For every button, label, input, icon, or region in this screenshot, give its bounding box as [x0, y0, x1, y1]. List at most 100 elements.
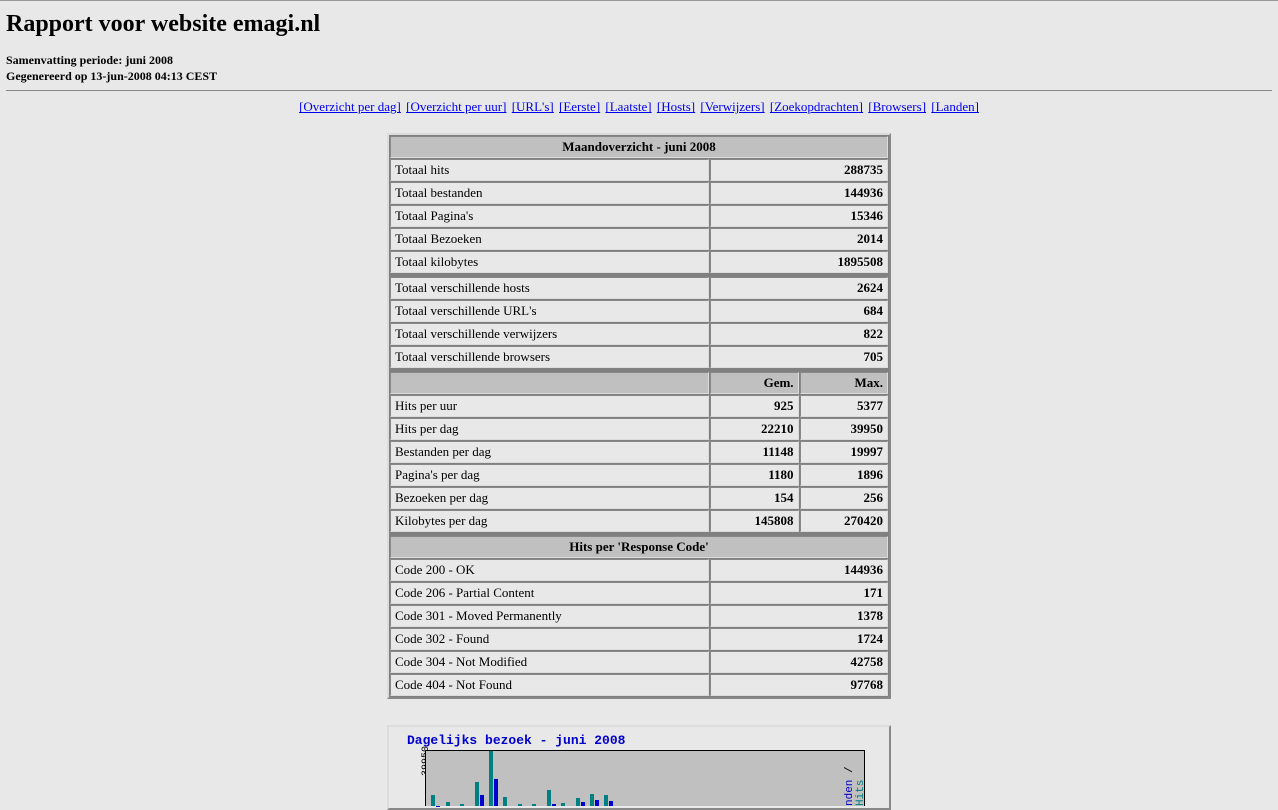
row-label: Totaal verschillende URL's [390, 300, 709, 322]
table-row: Totaal Bezoeken2014 [390, 228, 888, 250]
chart-day [603, 751, 614, 806]
table-row: Totaal verschillende browsers705 [390, 346, 888, 368]
bar-hits [518, 804, 522, 807]
table-row: Code 302 - Found1724 [390, 628, 888, 650]
row-max: 1896 [800, 464, 888, 486]
bar-hits [446, 802, 450, 806]
row-value: 1378 [710, 605, 888, 627]
row-label: Kilobytes per dag [390, 510, 709, 532]
chart-day [517, 751, 528, 806]
chart-day [502, 751, 513, 806]
chart-day [805, 751, 816, 806]
chart-day [675, 751, 686, 806]
row-avg: 925 [710, 395, 798, 417]
chart-day [459, 751, 470, 806]
bar-hits [431, 795, 435, 806]
chart-day [748, 751, 759, 806]
row-value: 15346 [710, 205, 888, 227]
nav-link[interactable]: [Verwijzers] [700, 99, 764, 114]
row-label: Totaal Bezoeken [390, 228, 709, 250]
chart-day [618, 751, 629, 806]
row-label: Code 301 - Moved Permanently [390, 605, 709, 627]
row-label: Totaal hits [390, 159, 709, 181]
row-value: 1895508 [710, 251, 888, 273]
month-summary-table: Maandoverzicht - juni 2008 Totaal hits28… [387, 133, 891, 699]
bar-hits [489, 751, 493, 806]
row-label: Code 302 - Found [390, 628, 709, 650]
row-label: Totaal verschillende browsers [390, 346, 709, 368]
row-label: Code 206 - Partial Content [390, 582, 709, 604]
nav-link[interactable]: [Overzicht per uur] [406, 99, 506, 114]
nav-link[interactable]: [Hosts] [657, 99, 695, 114]
row-label: Bestanden per dag [390, 441, 709, 463]
chart-day [762, 751, 773, 806]
bar-files [595, 800, 599, 807]
table-row: Totaal verschillende hosts2624 [390, 277, 888, 299]
chart-bars [430, 751, 860, 806]
chart-day [560, 751, 571, 806]
nav-link[interactable]: [Eerste] [559, 99, 600, 114]
chart-day [719, 751, 730, 806]
chart-day [704, 751, 715, 806]
table-row: Totaal verschillende verwijzers822 [390, 323, 888, 345]
row-value: 684 [710, 300, 888, 322]
chart-day [444, 751, 455, 806]
bar-hits [460, 804, 464, 807]
row-label: Code 304 - Not Modified [390, 651, 709, 673]
row-value: 288735 [710, 159, 888, 181]
table-row: Totaal bestanden144936 [390, 182, 888, 204]
table-row: Bezoeken per dag154256 [390, 487, 888, 509]
row-label: Bezoeken per dag [390, 487, 709, 509]
chart-day [632, 751, 643, 806]
chart-day [546, 751, 557, 806]
row-max: 256 [800, 487, 888, 509]
chart-day [430, 751, 441, 806]
response-title: Hits per 'Response Code' [390, 536, 888, 558]
row-value: 171 [710, 582, 888, 604]
chart-legend: nden / Hits [845, 750, 863, 806]
row-avg: 1180 [710, 464, 798, 486]
row-value: 144936 [710, 559, 888, 581]
row-avg: 11148 [710, 441, 798, 463]
row-label: Code 404 - Not Found [390, 674, 709, 696]
bar-hits [604, 795, 608, 806]
chart-day [777, 751, 788, 806]
row-avg: 154 [710, 487, 798, 509]
table-row: Hits per uur9255377 [390, 395, 888, 417]
bar-hits [576, 798, 580, 806]
chart-day [820, 751, 831, 806]
chart-day [647, 751, 658, 806]
row-value: 2014 [710, 228, 888, 250]
row-label: Totaal verschillende verwijzers [390, 323, 709, 345]
chart-day [574, 751, 585, 806]
row-label: Hits per uur [390, 395, 709, 417]
row-max: 270420 [800, 510, 888, 532]
row-value: 42758 [710, 651, 888, 673]
table-row: Totaal hits288735 [390, 159, 888, 181]
nav-link[interactable]: [Laatste] [605, 99, 651, 114]
nav-link[interactable]: [URL's] [512, 99, 554, 114]
row-value: 705 [710, 346, 888, 368]
row-max: 19997 [800, 441, 888, 463]
chart-day [589, 751, 600, 806]
chart-day [791, 751, 802, 806]
nav-link[interactable]: [Landen] [931, 99, 979, 114]
bar-hits [532, 804, 536, 806]
page-title: Rapport voor website emagi.nl [6, 11, 1272, 38]
bar-files [494, 779, 498, 807]
row-label: Totaal verschillende hosts [390, 277, 709, 299]
table-row: Code 404 - Not Found97768 [390, 674, 888, 696]
table-row: Pagina's per dag11801896 [390, 464, 888, 486]
row-avg: 145808 [710, 510, 798, 532]
bar-files [609, 801, 613, 807]
nav-link[interactable]: [Browsers] [868, 99, 926, 114]
row-label: Hits per dag [390, 418, 709, 440]
nav-link[interactable]: [Zoekopdrachten] [770, 99, 863, 114]
row-value: 97768 [710, 674, 888, 696]
row-label: Totaal bestanden [390, 182, 709, 204]
summary-period: Samenvatting periode: juni 2008 [6, 52, 1272, 68]
row-value: 822 [710, 323, 888, 345]
col-max: Max. [800, 372, 888, 394]
nav-link[interactable]: [Overzicht per dag] [299, 99, 401, 114]
row-value: 144936 [710, 182, 888, 204]
